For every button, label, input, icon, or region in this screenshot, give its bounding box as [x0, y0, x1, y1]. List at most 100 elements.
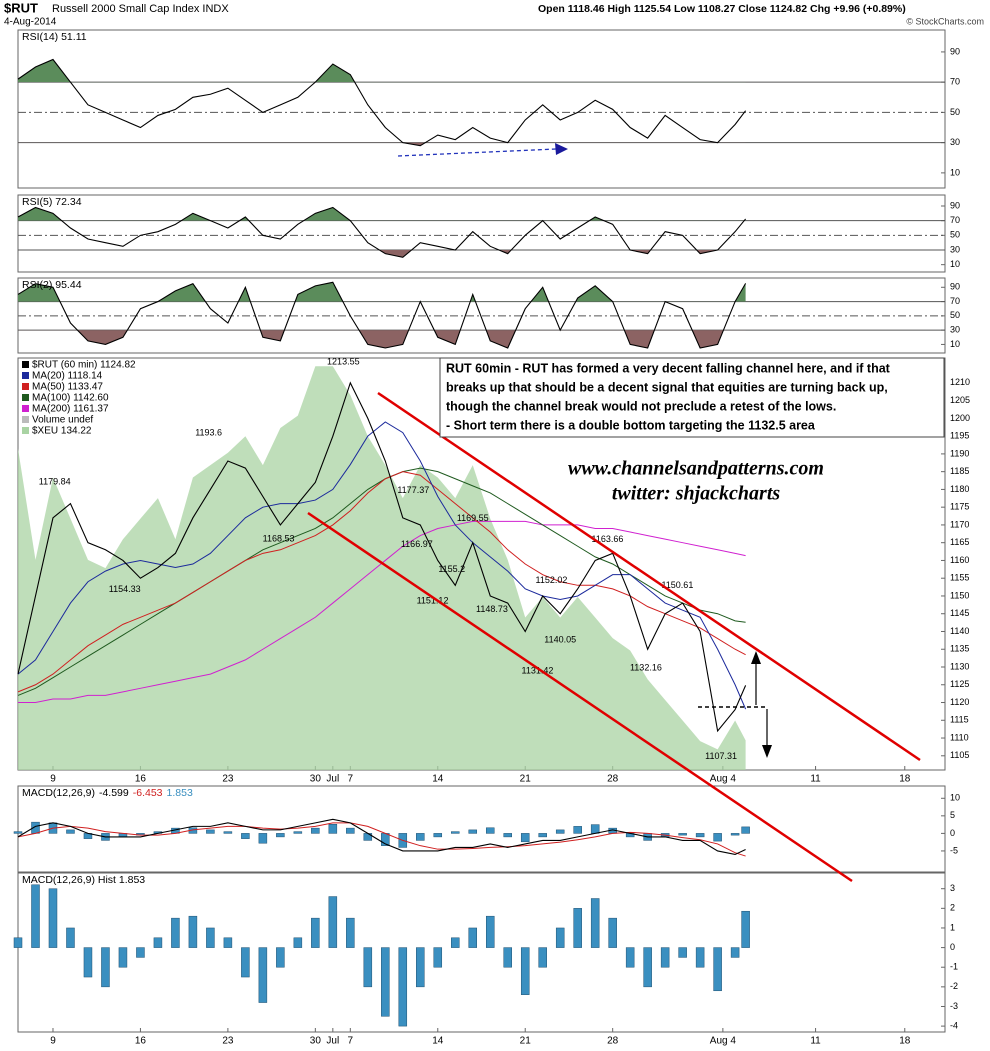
bar [13, 937, 23, 948]
x-tick-label: 23 [222, 774, 234, 785]
x-tick-label: 28 [607, 774, 619, 785]
bar [695, 947, 705, 968]
bar [381, 947, 390, 1017]
bar [608, 917, 617, 948]
zone-fill [18, 59, 355, 83]
legend-label: $RUT (60 min) 1124.82 [32, 360, 136, 371]
bar [730, 947, 740, 958]
panel-title: RSI(14) 51.11 [22, 31, 87, 43]
bar [468, 927, 478, 948]
bar [695, 833, 705, 838]
y-tick-label: 1160 [950, 555, 969, 565]
bar [66, 829, 75, 834]
y-tick-label: 3 [950, 883, 955, 893]
y-tick-label: 10 [950, 339, 960, 349]
y-tick-label: 1120 [950, 697, 969, 707]
watermark: twitter: shjackcharts [612, 483, 781, 505]
bar [206, 927, 215, 948]
zone-fill [18, 282, 746, 302]
legend-swatch [22, 361, 29, 368]
x-tick-label: 30 [310, 774, 322, 785]
line [17, 421, 747, 710]
x-tick-label: 21 [520, 1036, 532, 1047]
y-tick-label: 30 [950, 325, 960, 335]
bar [468, 829, 478, 834]
price-label: 1213.55 [327, 357, 360, 367]
legend-swatch [22, 416, 29, 423]
bar [363, 947, 373, 988]
credit: © StockCharts.com [906, 16, 984, 26]
bar [13, 831, 23, 834]
y-tick-label: 1200 [950, 413, 970, 423]
channel-lines [307, 143, 921, 883]
x-tick-label: 23 [222, 1036, 234, 1047]
y-tick-label: 70 [950, 215, 960, 225]
bar [416, 947, 425, 988]
price-label: 1132.16 [630, 663, 662, 673]
bar [555, 829, 565, 834]
price-label: 1155.2 [438, 564, 465, 574]
bar [83, 947, 93, 978]
price-label: 1150.61 [661, 580, 693, 590]
price-label: 1140.05 [544, 635, 576, 645]
bar [223, 831, 233, 834]
bar [451, 831, 460, 834]
price-label: 1107.31 [705, 751, 737, 761]
x-tick-label: 16 [135, 1036, 147, 1047]
annotation-frame [439, 357, 945, 438]
bar [31, 884, 40, 948]
annotation-line: breaks up that should be a decent signal… [446, 380, 888, 394]
x-tick-label: 14 [432, 1036, 444, 1047]
legend-swatch [22, 383, 29, 390]
bar [416, 833, 425, 841]
price-label: 1169.55 [457, 513, 489, 523]
quote: Open 1118.46 High 1125.54 Low 1108.27 Cl… [538, 3, 906, 15]
y-tick-label: 1180 [950, 484, 969, 494]
panel: 10 30 50 70 90 RSI(5) 72.34 [17, 194, 960, 273]
price-label: 1151.12 [417, 595, 449, 605]
x-tick-label: 7 [348, 774, 354, 785]
y-tick-label: -1 [950, 962, 958, 972]
legend-value: -6.453 [133, 787, 163, 799]
bar [66, 927, 75, 948]
y-tick-label: -2 [950, 981, 958, 991]
bar [276, 833, 285, 838]
legend-label: MA(20) 1118.14 [32, 371, 103, 382]
bar [503, 833, 512, 838]
price-label: 1179.84 [39, 476, 71, 486]
bar [293, 831, 303, 834]
bar [346, 827, 355, 834]
bar [590, 824, 600, 834]
x-tick-label: 30 [310, 1036, 322, 1047]
panel-frame [17, 785, 946, 873]
y-tick-label: 1210 [950, 377, 970, 387]
legend-swatch [22, 394, 29, 401]
line [17, 206, 747, 258]
bar [293, 937, 303, 948]
line [17, 58, 747, 147]
y-tick-label: 1 [950, 922, 955, 932]
x-tick-label: 7 [348, 1036, 354, 1047]
y-tick-label: 1125 [950, 679, 969, 689]
bar [590, 898, 600, 948]
price-label: 1166.97 [401, 539, 433, 549]
watermark: www.channelsandpatterns.com [568, 458, 824, 480]
price-label: 1177.37 [397, 485, 429, 495]
y-tick-label: 1165 [950, 537, 969, 547]
x-tick-label: 18 [899, 774, 911, 785]
y-tick-label: 50 [950, 310, 960, 320]
legend-label: MA(50) 1133.47 [32, 382, 103, 393]
bar [241, 947, 250, 978]
y-tick-label: 1115 [950, 715, 969, 725]
panel-title: MACD(12,26,9) Hist 1.853 [22, 874, 145, 886]
y-tick-label: 0 [950, 828, 955, 838]
x-tick-label: Aug 4 [710, 774, 737, 785]
panel: 1105111011151120112511301135114011451150… [17, 357, 970, 785]
panel: 10 30 50 70 90 RSI(2) 95.44 [17, 277, 960, 354]
panel-frame [17, 29, 946, 189]
bar [485, 915, 495, 948]
bar [451, 937, 460, 948]
symbol: $RUT [4, 0, 38, 15]
